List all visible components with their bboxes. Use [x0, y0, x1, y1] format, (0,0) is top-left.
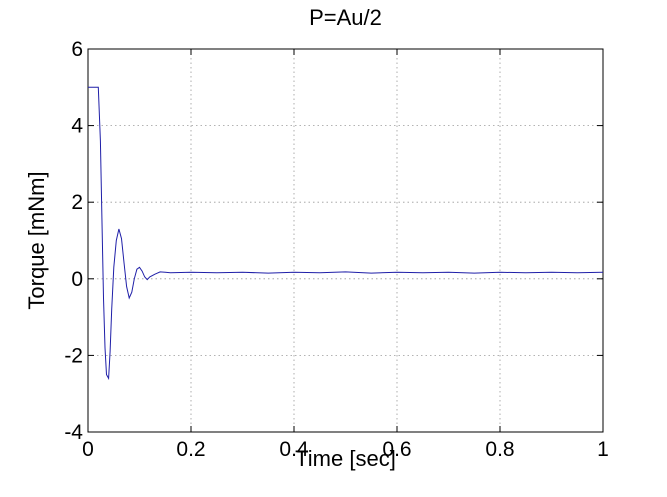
y-tick-labels: -4 -2 0 2 4 6 — [64, 38, 83, 444]
y-tick-label-3: 2 — [71, 191, 83, 214]
y-tick-label-5: 6 — [71, 38, 83, 61]
x-tick-labels: 0 0.2 0.4 0.6 0.8 1 — [82, 438, 609, 461]
chart-title: P=Au/2 — [309, 5, 382, 30]
x-tick-label-0: 0 — [82, 438, 94, 461]
x-tick-label-2: 0.4 — [279, 438, 309, 461]
y-tick-label-0: -4 — [64, 421, 83, 444]
torque-series-line — [88, 86, 604, 381]
x-axis-label: Time [sec] — [295, 446, 396, 471]
x-tick-label-4: 0.8 — [485, 438, 514, 461]
x-tick-label-3: 0.6 — [382, 438, 411, 461]
x-tick-label-1: 0.2 — [176, 438, 205, 461]
y-tick-label-2: 0 — [71, 268, 83, 291]
y-tick-label-1: -2 — [64, 344, 83, 367]
plot-area-frame — [87, 48, 604, 433]
y-axis-label: Torque [mNm] — [24, 171, 49, 309]
axis-ticks — [87, 48, 604, 433]
grid-lines — [88, 49, 603, 432]
x-tick-label-5: 1 — [597, 438, 609, 461]
y-tick-label-4: 4 — [71, 115, 83, 138]
